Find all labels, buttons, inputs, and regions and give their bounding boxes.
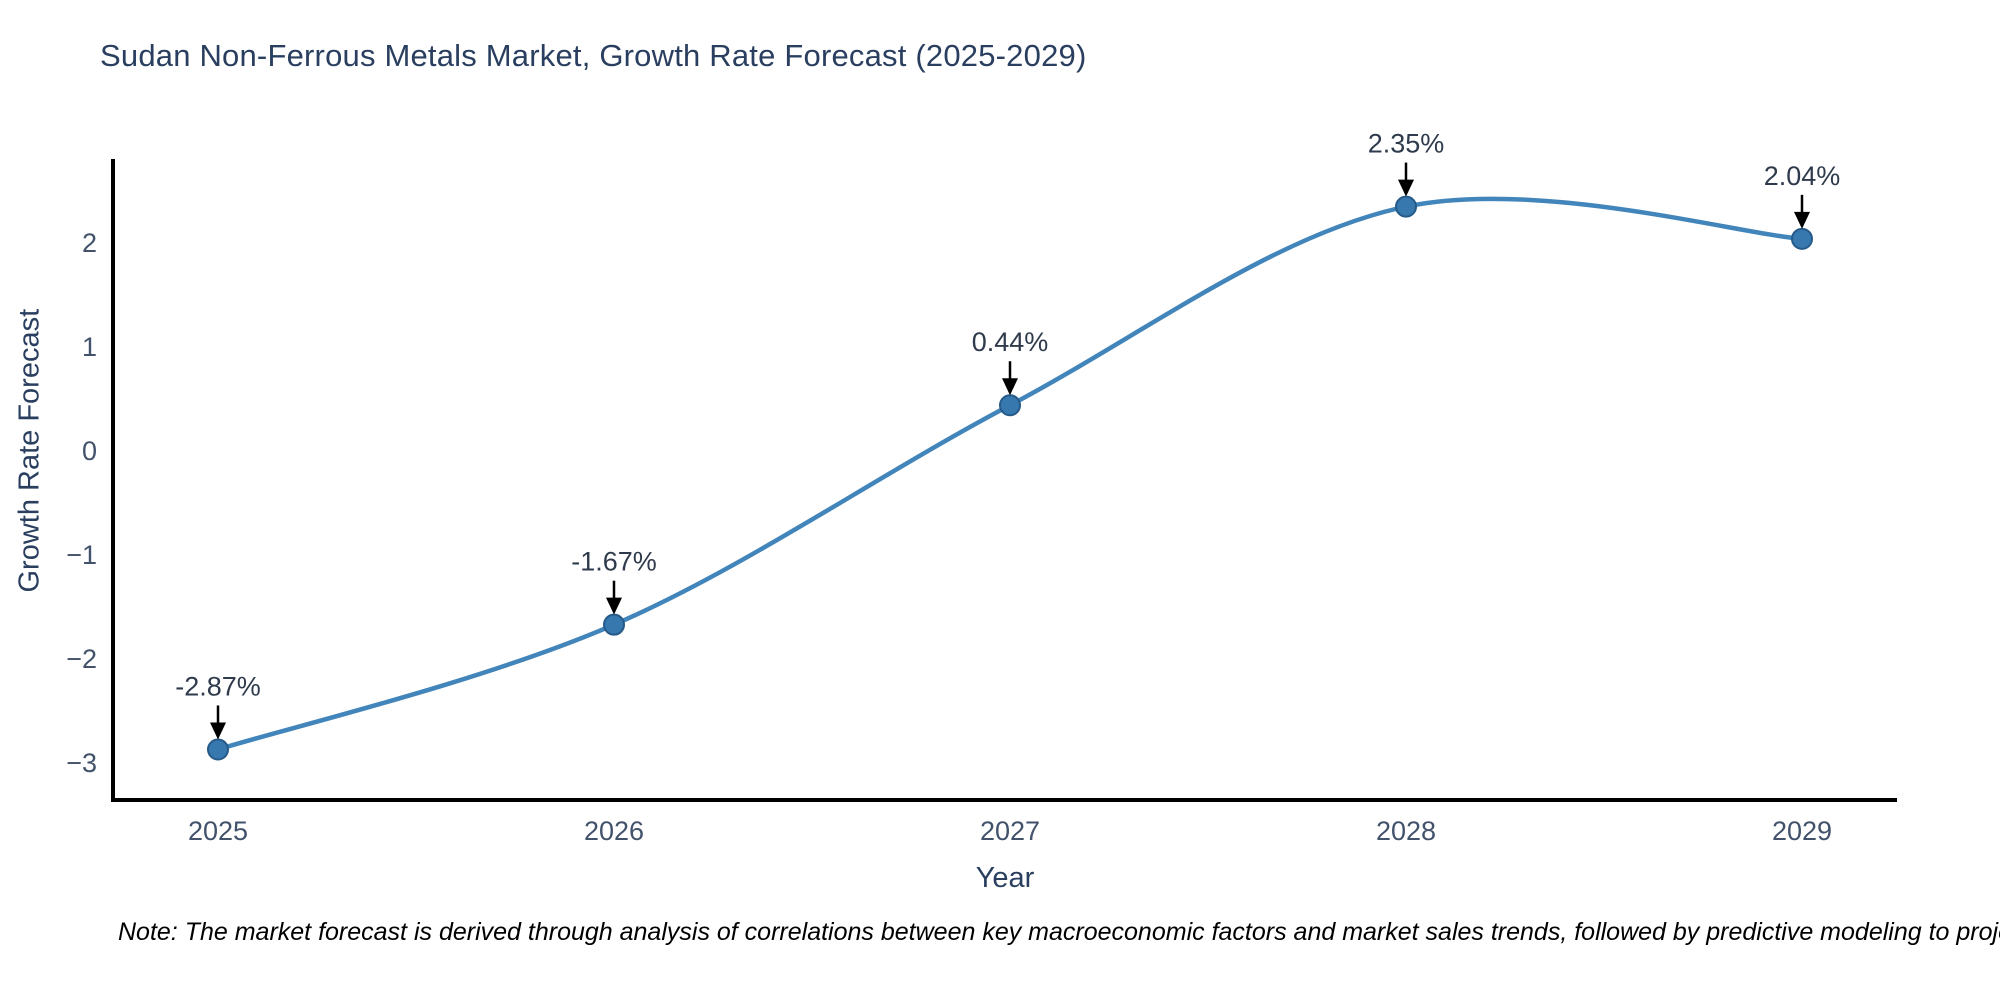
annotation-arrowhead-icon (210, 722, 226, 740)
point-value-label: 2.35% (1368, 129, 1445, 159)
data-point-2025[interactable] (207, 738, 229, 761)
y-tick-label: −1 (66, 540, 97, 570)
forecast-line (215, 196, 1805, 752)
y-tick-label: −2 (66, 644, 97, 674)
data-point-2026[interactable] (603, 613, 625, 636)
y-tick-label: −3 (66, 748, 97, 778)
x-tick-label: 2029 (1772, 816, 1832, 846)
x-tick-label: 2026 (584, 816, 644, 846)
annotation-arrowhead-icon (1398, 179, 1414, 197)
annotation-arrowhead-icon (1794, 211, 1810, 229)
x-tick-label: 2027 (980, 816, 1040, 846)
point-value-label: -1.67% (571, 547, 657, 577)
point-value-label: -2.87% (175, 671, 261, 701)
data-point-2028[interactable] (1395, 195, 1417, 218)
x-tick-label: 2028 (1376, 816, 1436, 846)
x-axis-title: Year (975, 862, 1035, 894)
y-tick-label: 2 (82, 228, 97, 258)
data-point-2027[interactable] (999, 394, 1021, 417)
y-tick-label: 0 (82, 436, 97, 466)
data-point-2029[interactable] (1791, 227, 1813, 250)
annotation-arrowhead-icon (1002, 378, 1018, 396)
chart-title: Sudan Non-Ferrous Metals Market, Growth … (100, 38, 1087, 73)
y-tick-label: 1 (82, 332, 97, 362)
annotation-arrowhead-icon (606, 597, 622, 615)
point-value-label: 0.44% (972, 327, 1049, 357)
point-value-label: 2.04% (1764, 161, 1841, 191)
x-tick-label: 2025 (188, 816, 248, 846)
footnote: Note: The market forecast is derived thr… (118, 918, 2000, 946)
